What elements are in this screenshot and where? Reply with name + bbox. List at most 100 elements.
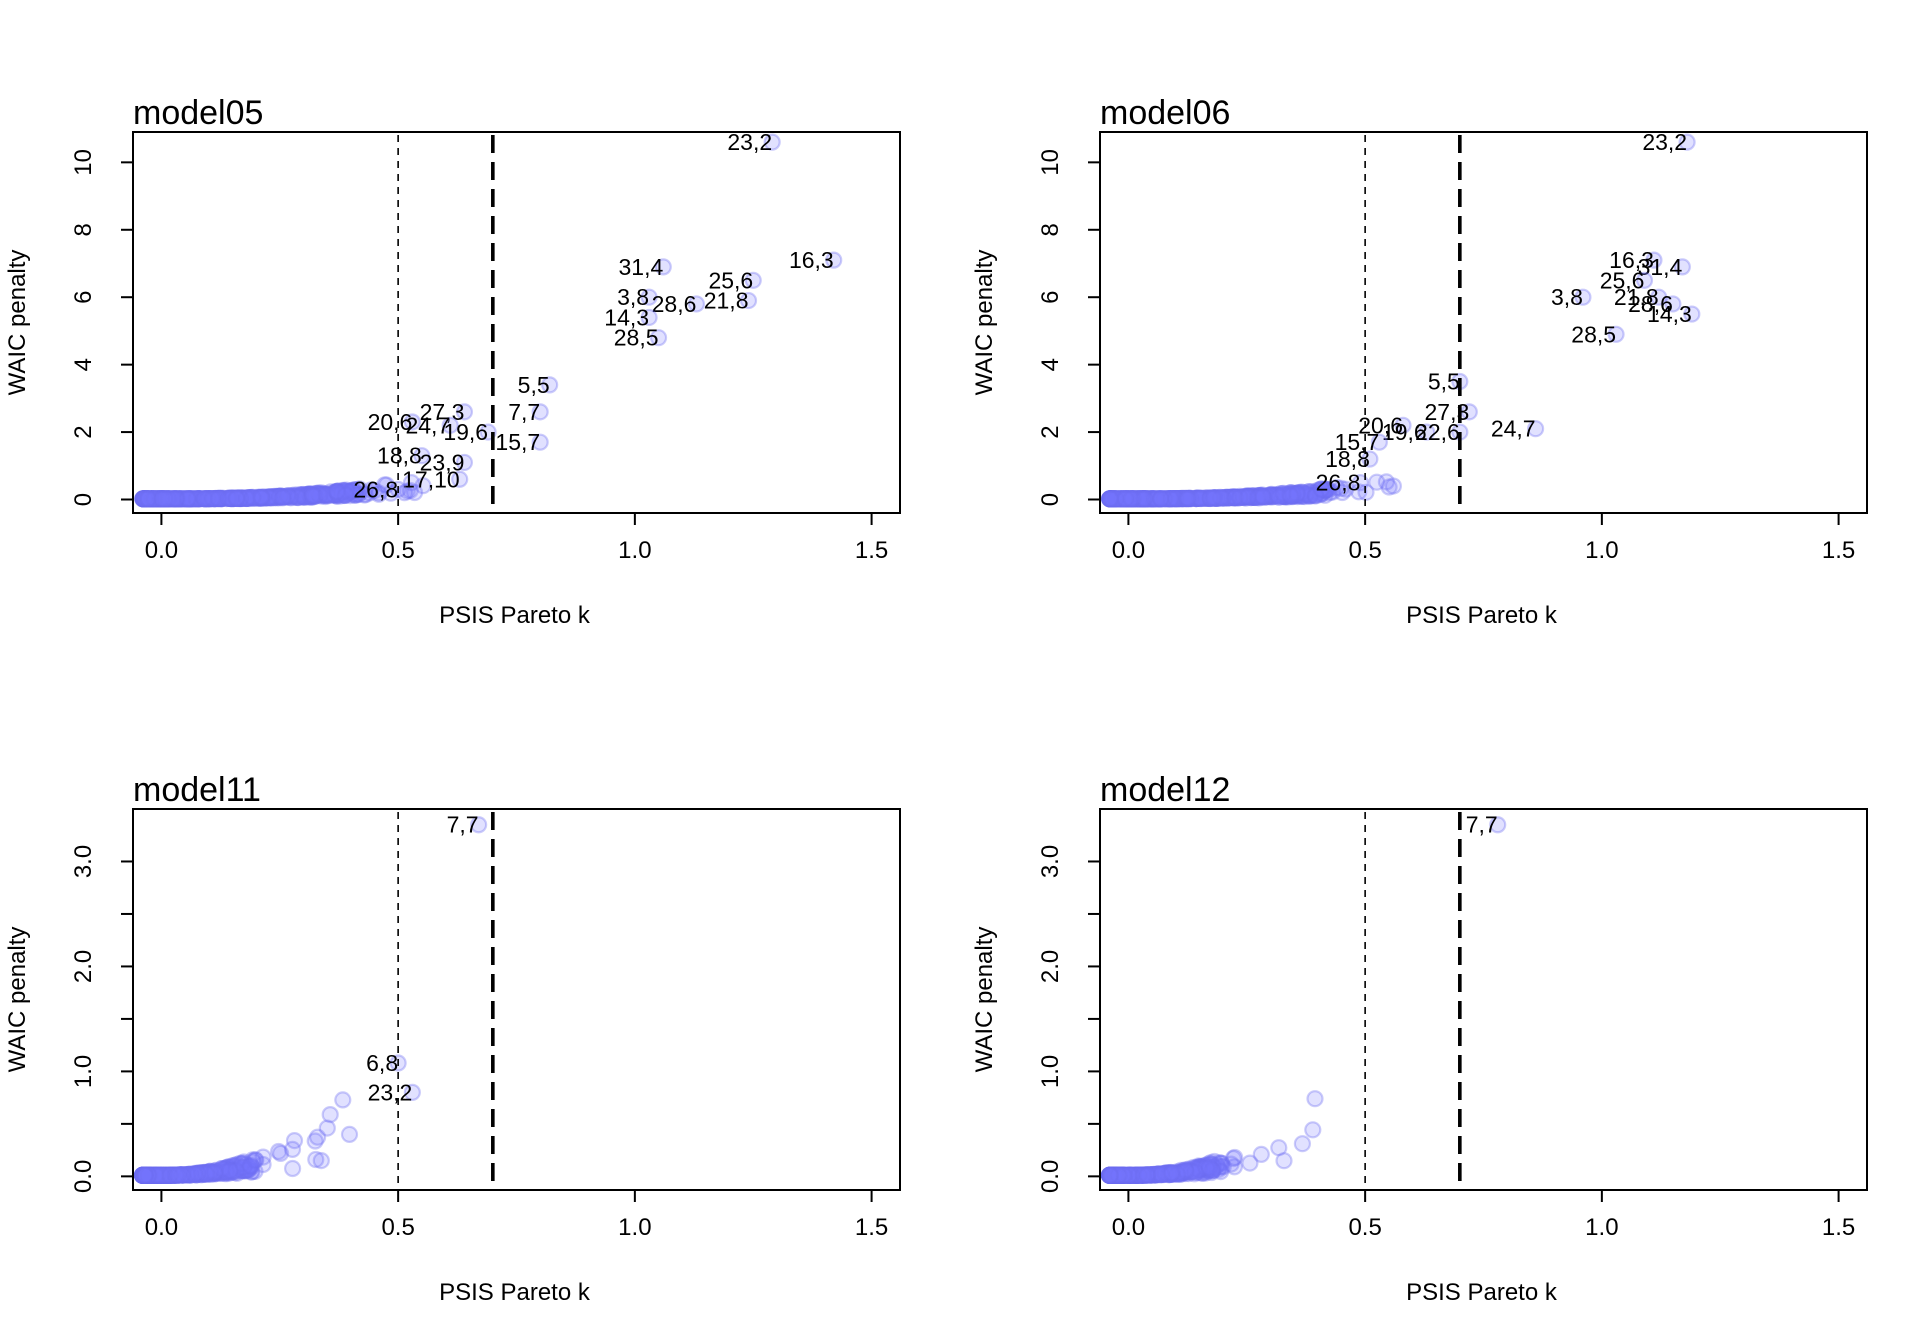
data-point [320, 486, 338, 504]
data-point [164, 490, 182, 508]
data-point [376, 476, 394, 494]
data-point [1141, 490, 1160, 508]
data-point [252, 488, 270, 506]
data-point [200, 490, 219, 508]
data-point [136, 490, 154, 508]
data-point [1293, 485, 1311, 503]
data-point [172, 490, 190, 508]
data-point [196, 490, 214, 508]
data-point [202, 490, 220, 508]
data-point [156, 490, 174, 508]
data-point [182, 490, 200, 508]
data-point [1160, 490, 1178, 508]
data-point [240, 489, 259, 507]
data-point [143, 490, 161, 508]
data-point [1227, 488, 1245, 506]
y-tick-label: 0.0 [1037, 1160, 1064, 1193]
data-point [228, 489, 246, 508]
data-point [160, 490, 178, 508]
data-point [242, 1156, 260, 1175]
data-point [183, 490, 201, 508]
data-point [1316, 481, 1335, 499]
data-point [148, 490, 166, 508]
data-point [1282, 484, 1300, 502]
data-point [223, 489, 241, 507]
data-point [1262, 485, 1280, 503]
data-point [1284, 487, 1302, 505]
data-point [316, 485, 334, 503]
data-point [231, 489, 249, 507]
data-point [1100, 490, 1119, 508]
data-point [229, 489, 247, 507]
labeled-point-marker [413, 447, 431, 465]
data-point [1231, 487, 1249, 505]
data-point [196, 490, 214, 508]
data-point [1226, 488, 1244, 506]
data-point [1332, 479, 1350, 497]
data-point [151, 490, 169, 508]
data-point [273, 487, 291, 506]
data-point [150, 490, 168, 508]
data-point [298, 487, 316, 505]
data-point [144, 490, 162, 508]
data-point [159, 490, 177, 508]
data-point [179, 490, 197, 508]
data-point [171, 490, 189, 508]
point-label: 18,8 [377, 443, 422, 469]
data-point [242, 488, 260, 507]
data-point [134, 490, 152, 508]
data-point [153, 490, 171, 508]
data-point [339, 483, 357, 501]
data-point [293, 486, 311, 504]
data-point [1101, 490, 1119, 508]
panel-title: model05 [133, 94, 263, 132]
data-point [267, 488, 285, 506]
data-point [289, 488, 307, 507]
data-point [240, 489, 258, 507]
data-point [179, 490, 197, 508]
data-point [302, 486, 321, 504]
data-point [1289, 484, 1308, 502]
data-point [1150, 490, 1168, 508]
data-point [1174, 490, 1192, 508]
data-point [180, 490, 198, 508]
data-point [1122, 490, 1141, 508]
data-point [306, 487, 324, 505]
data-point [139, 490, 157, 508]
data-point [1120, 490, 1138, 508]
data-point [1101, 490, 1119, 508]
data-point [206, 490, 224, 508]
data-point [1135, 490, 1153, 508]
data-point [150, 490, 168, 508]
data-point [1224, 488, 1243, 506]
data-point [243, 489, 261, 507]
data-point [1135, 490, 1153, 508]
data-point [336, 484, 354, 503]
data-point [1131, 490, 1149, 508]
data-point [1132, 490, 1150, 508]
y-tick-label: 1.0 [1037, 1055, 1064, 1088]
data-point [161, 490, 179, 508]
data-point [274, 488, 292, 506]
data-point [189, 490, 207, 508]
data-point [212, 490, 230, 508]
data-point [1126, 490, 1145, 508]
data-point [1128, 490, 1146, 508]
data-point [1380, 478, 1398, 496]
data-point [289, 488, 307, 506]
data-point [1384, 477, 1403, 495]
data-point [249, 489, 267, 507]
data-point [1324, 483, 1342, 501]
data-point [274, 489, 292, 507]
data-point [167, 490, 185, 508]
data-point [266, 487, 284, 505]
data-point [337, 486, 355, 504]
data-point [1275, 1152, 1293, 1170]
data-point [135, 490, 153, 508]
data-point [311, 486, 330, 504]
data-point [138, 490, 156, 508]
x-tick-label: 0.0 [145, 537, 178, 564]
y-tick-label: 10 [1037, 149, 1064, 176]
data-point [144, 490, 162, 508]
data-point [346, 486, 364, 504]
